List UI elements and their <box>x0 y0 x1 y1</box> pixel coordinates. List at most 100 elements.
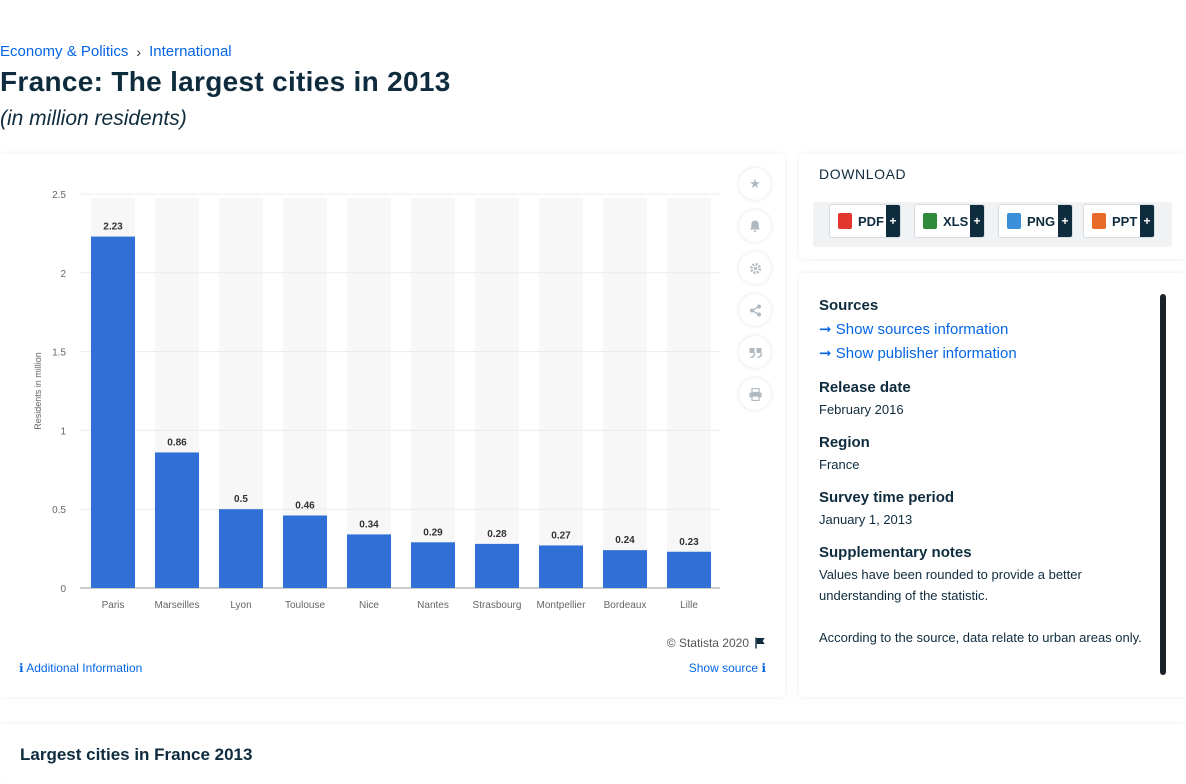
plus-icon: + <box>1140 205 1154 237</box>
bottom-section-title: Largest cities in France 2013 <box>20 745 253 764</box>
star-icon[interactable]: ★ <box>739 168 771 200</box>
breadcrumb-international[interactable]: International <box>149 43 232 60</box>
data-label: 0.34 <box>359 519 379 530</box>
info-icon: ℹ <box>761 661 766 675</box>
show-sources-link[interactable]: ➞ Show sources information <box>819 320 1008 338</box>
share-icon[interactable] <box>739 294 771 326</box>
data-label: 0.23 <box>679 537 699 548</box>
x-tick-label: Nice <box>359 600 379 611</box>
plus-icon: + <box>886 205 900 237</box>
scrollbar[interactable] <box>1160 294 1166 675</box>
bell-icon[interactable] <box>739 210 771 242</box>
data-label: 0.86 <box>167 437 187 448</box>
x-tick-label: Lyon <box>230 600 251 611</box>
show-sources-label: Show sources information <box>835 321 1009 338</box>
y-tick-label: 0.5 <box>52 505 66 516</box>
data-label: 0.27 <box>551 530 571 541</box>
x-tick-label: Marseilles <box>154 600 199 611</box>
additional-information-label: Additional Information <box>26 661 143 675</box>
bar-nantes <box>411 542 455 588</box>
bar-lille <box>667 551 711 588</box>
print-icon[interactable] <box>739 378 771 410</box>
download-ppt-button[interactable]: PPT + <box>1083 204 1155 238</box>
bar-chart: 0 0.5 1 1.5 2 2.5 Residents in million 2.23 Pari… <box>33 190 720 611</box>
statistic-info-card: Sources ➞ Show sources information ➞ Sho… <box>799 273 1186 697</box>
download-xls-label: XLS <box>943 213 969 229</box>
download-ppt-label: PPT <box>1112 213 1138 229</box>
data-label: 0.28 <box>487 529 507 540</box>
page-subtitle: (in million residents) <box>0 107 187 130</box>
data-label: 0.46 <box>295 501 315 512</box>
x-tick-label: Lille <box>680 600 698 611</box>
breadcrumb-economy-politics[interactable]: Economy & Politics <box>0 43 129 60</box>
data-label: 0.5 <box>234 494 248 505</box>
quote-icon[interactable] <box>739 336 771 368</box>
sources-heading: Sources <box>819 297 879 314</box>
download-png-button[interactable]: PNG + <box>998 204 1073 238</box>
data-label: 0.24 <box>615 535 635 546</box>
y-tick-label: 2 <box>60 269 66 280</box>
supplementary-notes-text-1: Values have been rounded to provide a be… <box>819 567 1082 603</box>
release-date-heading: Release date <box>819 379 911 396</box>
y-tick-label: 1.5 <box>52 348 66 359</box>
y-tick-label: 0 <box>60 584 66 595</box>
bar-marseilles <box>155 452 199 588</box>
plus-icon: + <box>1058 205 1072 237</box>
data-label: 2.23 <box>103 222 123 233</box>
show-source-link[interactable]: Show source ℹ <box>689 661 766 675</box>
breadcrumb: Economy & Politics › International <box>0 43 232 60</box>
supplementary-notes-heading: Supplementary notes <box>819 544 972 561</box>
bar-lyon <box>219 509 263 588</box>
region-value: France <box>819 457 860 472</box>
survey-period-value: January 1, 2013 <box>819 512 913 527</box>
copyright: © Statista 2020 <box>667 636 766 650</box>
column-background <box>347 198 391 588</box>
png-file-icon <box>1007 213 1021 229</box>
y-axis-label: Residents in million <box>33 352 43 430</box>
additional-information-link[interactable]: ℹ Additional Information <box>19 661 142 675</box>
download-pdf-label: PDF <box>858 213 884 229</box>
download-xls-button[interactable]: XLS + <box>914 204 985 238</box>
release-date-value: February 2016 <box>819 402 904 417</box>
show-publisher-link[interactable]: ➞ Show publisher information <box>819 344 1017 362</box>
x-tick-label: Toulouse <box>285 600 325 611</box>
y-tick-label: 1 <box>60 426 66 437</box>
breadcrumb-separator: › <box>136 43 142 60</box>
chart-card: 0 0.5 1 1.5 2 2.5 Residents in million 2.23 Pari… <box>0 154 785 697</box>
column-background <box>667 198 711 588</box>
copyright-text: © Statista 2020 <box>666 636 749 650</box>
page-title: France: The largest cities in 2013 <box>0 66 451 97</box>
bar-montpellier <box>539 545 583 588</box>
download-title: DOWNLOAD <box>819 166 907 182</box>
download-card: DOWNLOAD PDF + XLS + PNG + PPT + <box>799 154 1186 259</box>
gear-icon[interactable] <box>739 252 771 284</box>
pdf-file-icon <box>838 213 852 229</box>
x-tick-label: Montpellier <box>537 600 587 611</box>
bottom-card: Largest cities in France 2013 <box>0 724 1186 784</box>
y-tick-label: 2.5 <box>52 190 66 201</box>
arrow-right-icon: ➞ <box>819 321 832 338</box>
x-tick-label: Bordeaux <box>604 600 647 611</box>
column-background <box>603 198 647 588</box>
download-pdf-button[interactable]: PDF + <box>829 204 901 238</box>
info-icon: ℹ <box>19 661 24 675</box>
column-background <box>411 198 455 588</box>
plus-icon: + <box>970 205 984 237</box>
flag-icon[interactable] <box>755 637 766 649</box>
bar-toulouse <box>283 515 327 588</box>
survey-period-heading: Survey time period <box>819 489 955 506</box>
column-background <box>475 198 519 588</box>
ppt-file-icon <box>1092 213 1106 229</box>
x-tick-label: Paris <box>102 600 125 611</box>
x-tick-label: Nantes <box>417 600 449 611</box>
show-source-label: Show source <box>688 661 759 675</box>
arrow-right-icon: ➞ <box>819 345 832 362</box>
download-png-label: PNG <box>1027 213 1056 229</box>
bar-nice <box>347 534 391 588</box>
bar-strasbourg <box>475 543 519 588</box>
region-heading: Region <box>819 434 870 451</box>
supplementary-notes-text-2: According to the source, data relate to … <box>819 630 1142 645</box>
xls-file-icon <box>923 213 937 229</box>
bar-bordeaux <box>603 550 647 588</box>
bar-paris <box>91 236 135 588</box>
